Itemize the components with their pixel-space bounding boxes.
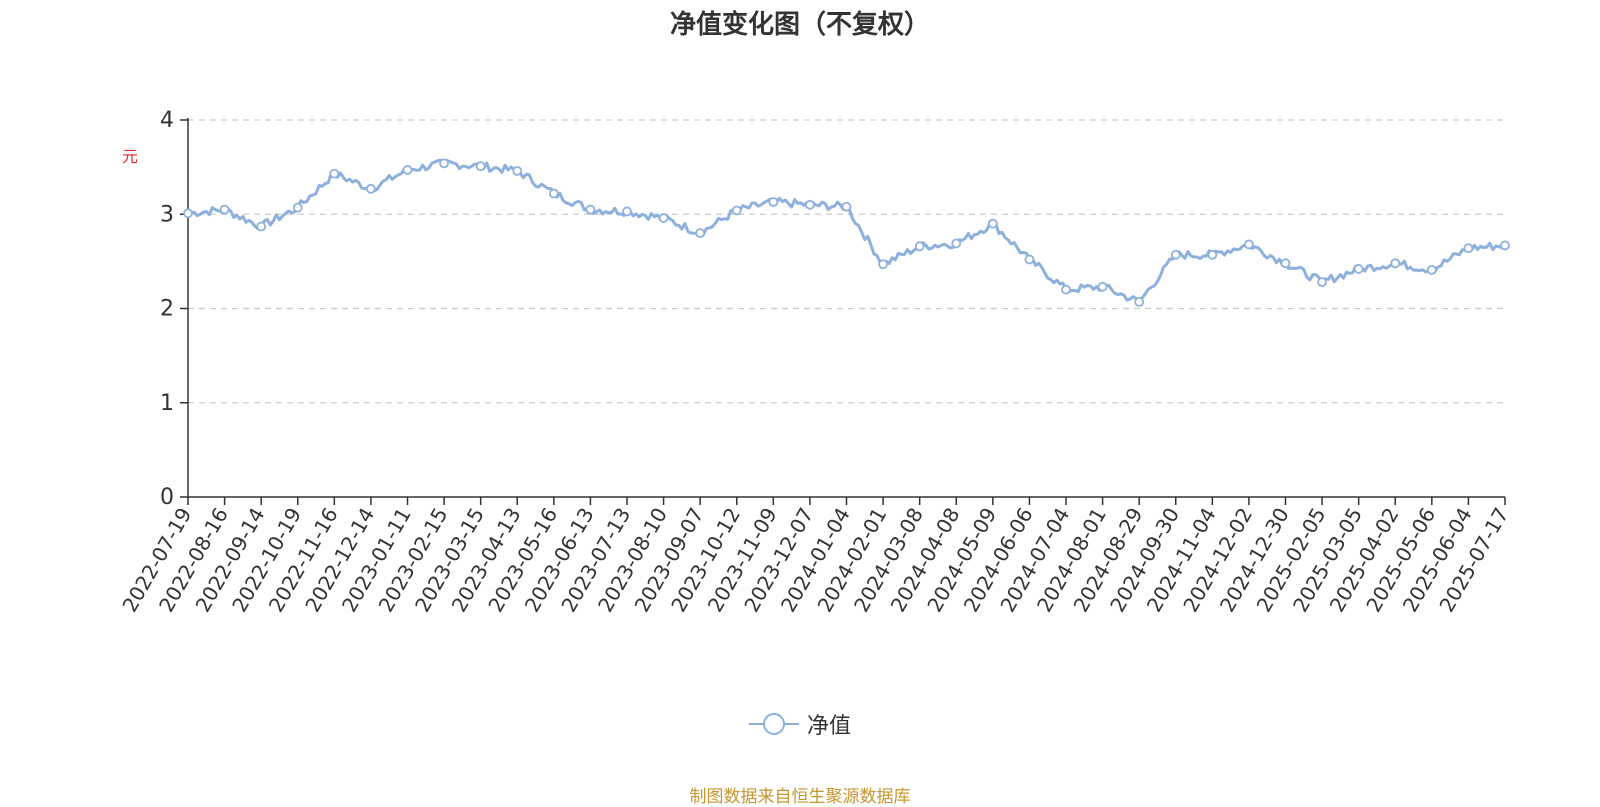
- data-point: [951, 238, 962, 249]
- y-tick-label: 3: [160, 202, 174, 227]
- y-tick-label: 1: [160, 391, 174, 416]
- y-tick-label: 0: [160, 485, 174, 510]
- data-point: [1207, 249, 1218, 260]
- data-point: [1426, 264, 1437, 275]
- data-point: [256, 221, 267, 232]
- data-point: [329, 168, 340, 179]
- series-line-netvalue: [187, 158, 1506, 304]
- data-point: [1024, 254, 1035, 265]
- data-point: [1134, 297, 1145, 307]
- data-point: [1500, 240, 1510, 251]
- data-point: [805, 199, 815, 210]
- data-point: [1170, 249, 1181, 260]
- data-point: [1280, 258, 1291, 269]
- y-tick-label: 2: [160, 297, 174, 322]
- data-point: [841, 201, 852, 212]
- data-point: [292, 202, 303, 213]
- data-point: [219, 204, 230, 215]
- data-point: [878, 259, 888, 270]
- data-point: [1463, 243, 1474, 254]
- data-point: [585, 204, 596, 215]
- data-point: [548, 188, 559, 199]
- data-point: [987, 218, 998, 229]
- data-point: [475, 161, 486, 172]
- line-chart: 012342022-07-192022-08-162022-09-142022-…: [117, 108, 1513, 616]
- legend-label: 净值: [806, 714, 851, 739]
- data-point: [1061, 284, 1071, 295]
- legend-line-circle-icon: [748, 712, 799, 736]
- chart-title: 净值变化图（不复权）: [669, 10, 930, 40]
- legend[interactable]: 净值: [0, 708, 1600, 740]
- grid-lines: [188, 119, 1505, 404]
- data-point: [1390, 258, 1401, 269]
- data-point: [1317, 277, 1327, 288]
- data-point: [914, 241, 925, 252]
- data-point: [1097, 281, 1108, 292]
- series-netvalue: [183, 158, 1510, 307]
- axes: [180, 118, 1506, 505]
- source-note: 制图数据来自恒生聚源数据库: [689, 787, 911, 807]
- data-point: [622, 206, 632, 217]
- data-point: [768, 197, 779, 207]
- data-point: [512, 165, 523, 176]
- y-axis-unit-label: 元: [119, 148, 138, 164]
- data-point: [402, 165, 413, 175]
- data-point: [1244, 239, 1254, 250]
- data-point: [366, 183, 376, 194]
- data-point: [1353, 264, 1364, 274]
- data-point: [695, 228, 706, 239]
- data-point: [183, 208, 193, 219]
- data-point: [658, 213, 669, 223]
- data-point: [439, 158, 449, 169]
- y-tick-label: 4: [160, 108, 174, 133]
- data-point: [731, 205, 742, 216]
